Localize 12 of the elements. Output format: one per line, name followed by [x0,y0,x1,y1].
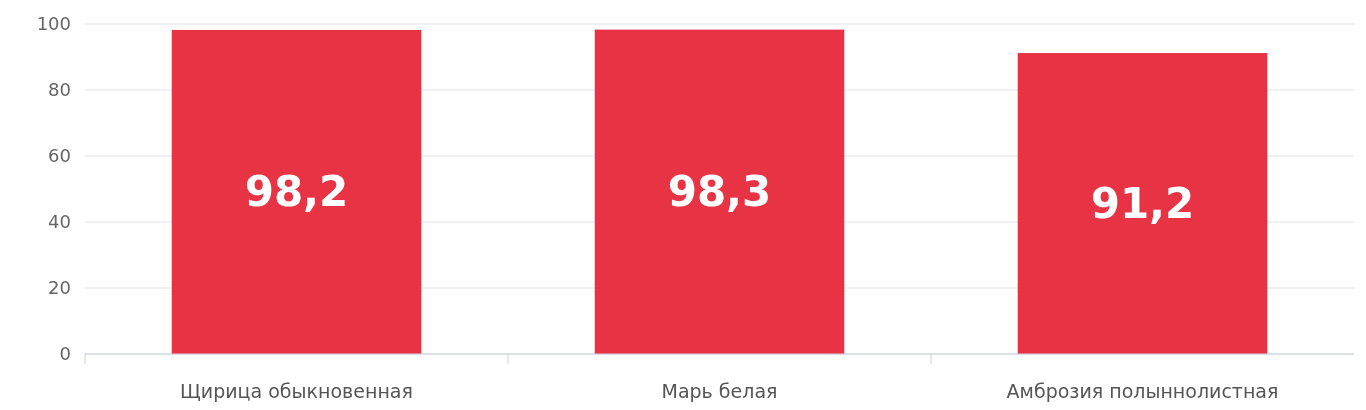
x-tick-label: Амброзия полыннолистная [1006,380,1279,402]
y-tick-label: 60 [48,145,71,166]
data-label: 91,2 [1090,178,1195,228]
y-tick-label: 40 [48,211,71,232]
y-tick-label: 100 [36,13,71,34]
x-tick-label: Марь белая [661,380,778,402]
x-tick-label: Щирица обыкновенная [180,380,413,402]
y-tick-label: 20 [48,277,71,298]
y-tick-label: 0 [59,343,71,364]
y-tick-label: 80 [48,79,71,100]
data-label: 98,2 [244,166,349,216]
data-label: 98,3 [667,166,772,216]
